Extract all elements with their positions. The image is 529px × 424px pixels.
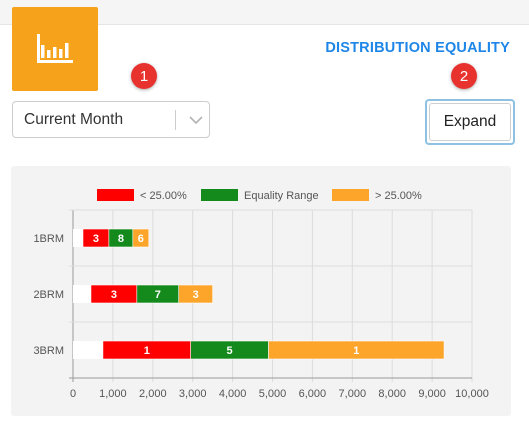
bar-chart-icon <box>12 7 98 91</box>
category-label: 2BRM <box>33 289 64 301</box>
page-title: DISTRIBUTION EQUALITY <box>325 40 510 56</box>
legend-swatch <box>332 189 369 201</box>
distribution-chart: 0 1,000 2,000 3,000 4,000 5,000 6,000 7,000 8,00… <box>11 166 511 416</box>
data-label: 7 <box>155 289 161 301</box>
data-label: 3 <box>111 289 117 301</box>
legend-swatch <box>97 189 134 201</box>
data-label: 6 <box>138 233 144 245</box>
bar-segment <box>268 340 445 360</box>
x-tick-label: 9,000 <box>418 388 446 400</box>
data-label: 8 <box>118 233 124 245</box>
data-label: 3 <box>93 233 99 245</box>
x-tick-label: 6,000 <box>299 388 327 400</box>
x-tick-label: 1,000 <box>99 388 127 400</box>
x-tick-label: 8,000 <box>378 388 406 400</box>
category-label: 1BRM <box>33 233 64 245</box>
bar-segment <box>132 228 150 248</box>
category-label: 3BRM <box>33 345 64 357</box>
step-badge-1: 1 <box>131 63 157 89</box>
data-label: 1 <box>144 345 150 357</box>
bar-segment <box>178 284 213 304</box>
legend-label: < 25.00% <box>140 190 187 202</box>
x-tick-label: 0 <box>70 388 76 400</box>
data-label: 5 <box>227 345 233 357</box>
data-label: 3 <box>193 289 199 301</box>
expand-button[interactable]: Expand <box>425 99 515 145</box>
x-tick-label: 3,000 <box>179 388 207 400</box>
bar-offset-segment <box>73 285 91 303</box>
x-tick-label: 10,000 <box>455 388 489 400</box>
period-select-value: Current Month <box>24 111 124 128</box>
select-separator <box>175 110 176 130</box>
data-label: 1 <box>353 345 359 357</box>
period-select[interactable]: Current Month <box>12 101 210 138</box>
legend-label: > 25.00% <box>375 190 422 202</box>
chevron-down-icon[interactable] <box>183 102 209 138</box>
bar-offset-segment <box>73 341 103 359</box>
x-tick-label: 4,000 <box>219 388 247 400</box>
legend-swatch <box>201 189 238 201</box>
step-badge-2: 2 <box>451 63 477 89</box>
expand-button-label: Expand <box>429 103 511 141</box>
x-tick-label: 5,000 <box>259 388 287 400</box>
x-tick-label: 7,000 <box>339 388 367 400</box>
legend-label: Equality Range <box>244 190 319 202</box>
chart-canvas: 0 1,000 2,000 3,000 4,000 5,000 6,000 7,000 8,00… <box>33 189 489 400</box>
x-tick-label: 2,000 <box>139 388 167 400</box>
bar-offset-segment <box>73 229 83 247</box>
